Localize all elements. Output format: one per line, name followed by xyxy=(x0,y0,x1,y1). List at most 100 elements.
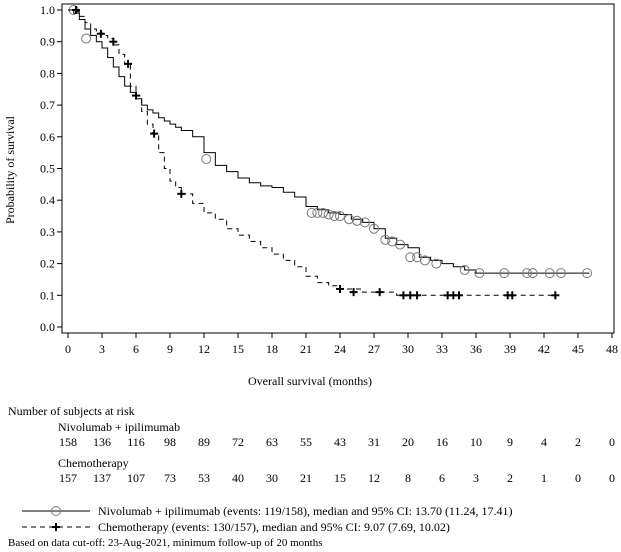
risk-count: 0 xyxy=(609,435,615,449)
censor-marker xyxy=(380,234,391,245)
y-tick-label: 0.8 xyxy=(40,66,55,80)
risk-count: 2 xyxy=(507,471,513,485)
y-tick-label: 0.4 xyxy=(40,193,55,207)
censor-marker xyxy=(582,268,593,279)
censor-marker xyxy=(395,239,406,250)
risk-count: 116 xyxy=(127,435,145,449)
censor-marker xyxy=(375,288,384,297)
x-tick-label: 0 xyxy=(65,342,71,356)
legend-swatch-nivolumab xyxy=(22,506,90,516)
censor-marker xyxy=(413,291,422,300)
risk-count: 136 xyxy=(93,435,111,449)
censor-marker xyxy=(359,217,370,228)
censor-marker xyxy=(474,268,485,279)
censor-marker xyxy=(522,268,532,279)
censor-marker xyxy=(344,214,355,225)
risk-count: 8 xyxy=(405,471,411,485)
y-tick-label: 0.6 xyxy=(40,130,55,144)
censor-marker xyxy=(556,268,566,279)
risk-count: 0 xyxy=(575,471,581,485)
risk-count: 9 xyxy=(507,435,513,449)
risk-count: 72 xyxy=(232,435,244,449)
censor-marker xyxy=(177,189,186,198)
x-tick-label: 30 xyxy=(402,342,414,356)
survival-curve xyxy=(68,9,556,296)
censor-marker xyxy=(544,268,555,279)
y-tick-label: 0.9 xyxy=(40,35,55,49)
censor-marker xyxy=(369,223,379,234)
risk-count: 43 xyxy=(334,435,346,449)
x-tick-label: 45 xyxy=(572,342,584,356)
x-tick-label: 12 xyxy=(198,342,210,356)
risk-count: 4 xyxy=(541,435,547,449)
risk-count: 21 xyxy=(300,471,312,485)
risk-count: 31 xyxy=(368,435,380,449)
censor-marker xyxy=(132,91,140,100)
censor-marker xyxy=(349,288,358,297)
footnote: Based on data cut-off: 23-Aug-2021, mini… xyxy=(8,537,322,549)
y-tick-label: 1.0 xyxy=(40,3,55,17)
censor-marker xyxy=(459,264,470,275)
censor-marker xyxy=(124,59,133,68)
censor-marker xyxy=(109,37,118,46)
censor-marker xyxy=(150,129,159,138)
x-tick-label: 6 xyxy=(133,342,139,356)
censor-marker xyxy=(306,207,317,218)
censor-marker xyxy=(455,291,463,300)
risk-count: 6 xyxy=(439,471,445,485)
legend-label: Chemotherapy (events: 130/157), median a… xyxy=(98,520,450,534)
censor-marker xyxy=(499,268,510,279)
risk-count: 158 xyxy=(59,435,77,449)
censor-marker xyxy=(420,255,430,266)
x-axis: 0 3 6 9 12 15 18 21 24 27 30 33 36 39 42 45 48 xyxy=(65,333,618,356)
x-tick-label: 21 xyxy=(300,342,312,356)
legend: Nivolumab + ipilimumab (events: 119/158)… xyxy=(22,504,513,534)
risk-count: 53 xyxy=(198,471,210,485)
censor-marker xyxy=(71,6,80,14)
risk-count: 73 xyxy=(164,471,176,485)
series-layer xyxy=(68,5,593,300)
legend-swatch-chemotherapy xyxy=(22,523,90,531)
censor-marker xyxy=(399,291,408,300)
risk-count: 98 xyxy=(164,435,176,449)
x-tick-label: 48 xyxy=(606,342,618,356)
risk-row-label: Nivolumab + ipilimumab xyxy=(58,420,180,434)
y-tick-label: 0.7 xyxy=(40,98,55,112)
censor-marker xyxy=(405,252,416,263)
y-tick-label: 0.0 xyxy=(40,320,55,334)
risk-count: 3 xyxy=(473,471,479,485)
risk-count: 1 xyxy=(541,471,547,485)
risk-count: 157 xyxy=(59,471,77,485)
x-tick-label: 42 xyxy=(538,342,550,356)
y-tick-label: 0.2 xyxy=(40,257,55,271)
censor-marker xyxy=(431,258,442,269)
risk-count: 63 xyxy=(266,435,278,449)
censor-marker xyxy=(318,207,328,218)
x-tick-label: 9 xyxy=(167,342,173,356)
survival-curve xyxy=(68,9,590,274)
legend-marker xyxy=(51,506,61,516)
risk-count: 20 xyxy=(402,435,414,449)
x-tick-label: 3 xyxy=(99,342,105,356)
censor-marker xyxy=(508,291,517,300)
risk-count: 2 xyxy=(575,435,581,449)
risk-count: 0 xyxy=(609,471,615,485)
censor-marker xyxy=(329,211,340,222)
x-tick-label: 36 xyxy=(470,342,482,356)
censor-marker xyxy=(96,29,105,38)
risk-count: 89 xyxy=(198,435,210,449)
x-tick-label: 33 xyxy=(436,342,448,356)
series-nivolumab-ipilimumab xyxy=(68,5,593,279)
censor-marker xyxy=(527,268,538,279)
x-tick-label: 39 xyxy=(504,342,516,356)
censor-marker xyxy=(406,291,415,300)
plot-frame xyxy=(61,3,615,334)
censor-marker xyxy=(323,209,334,220)
risk-count: 10 xyxy=(470,435,482,449)
risk-count: 137 xyxy=(93,471,111,485)
risk-count: 30 xyxy=(266,471,278,485)
censor-marker xyxy=(336,284,344,293)
risk-count: 16 xyxy=(436,435,448,449)
legend-marker xyxy=(52,523,60,531)
